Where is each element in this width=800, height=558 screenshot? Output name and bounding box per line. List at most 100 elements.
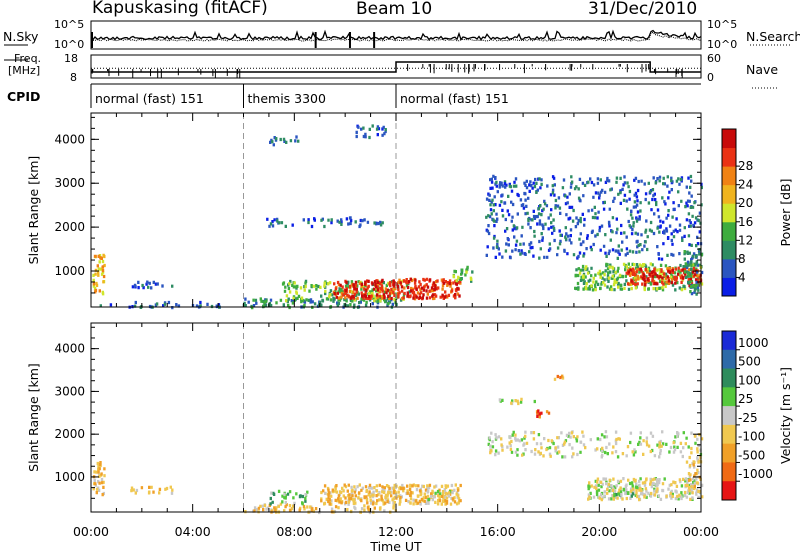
velocity-colorbar-label-2: 100	[738, 373, 761, 387]
power-colorbar-swatch-0	[722, 277, 736, 297]
power-colorbar-title: Power [dB]	[778, 178, 793, 246]
power-scatter-blob-3-level-2	[244, 297, 398, 309]
power-colorbar-swatch-2	[722, 240, 736, 260]
power-scatter-blob-11-level-2	[508, 181, 538, 189]
power-colorbar-swatch-8	[722, 129, 736, 149]
power-colorbar-label-4: 20	[738, 196, 753, 210]
power-colorbar-label-3: 16	[738, 215, 753, 229]
xaxis-title: Time UT	[369, 539, 422, 554]
power-scatter-blob-8-level-0	[356, 124, 384, 137]
velocity-scatter-blob-4-level-4	[426, 489, 454, 499]
velocity-scatter-blob-10-level-2	[615, 491, 635, 498]
power-scatter-blob-7-level-2	[271, 137, 300, 144]
velocity-colorbar-swatch-7	[722, 462, 736, 482]
power-scatter-blob-0-level-4	[92, 254, 106, 296]
velocity-scatter-blob-7-level-5	[489, 430, 704, 458]
power-scatter-blob-11-level-1	[498, 181, 533, 189]
velocity-colorbar-swatch-5	[722, 424, 736, 445]
xtick-label-1: 04:00	[175, 524, 211, 539]
power-scatter-blob-1-level-1	[133, 280, 164, 290]
cpid-segment-label-1: themis 3300	[248, 91, 327, 106]
power-panel: 1000 2000 3000 4000 Slant Range [km] 4 8 12 16 20…	[26, 112, 793, 310]
noise-axis-bottom-left: 10^0	[54, 38, 85, 51]
velocity-ytick-label-3: 4000	[54, 342, 85, 356]
velocity-colorbar-swatch-0	[722, 331, 736, 351]
power-colorbar-label-5: 24	[738, 178, 753, 192]
velocity-ytick-label-2: 3000	[54, 384, 85, 398]
freq-label-line1: Freq.	[14, 52, 42, 65]
power-colorbar-swatch-4	[722, 203, 736, 223]
power-ytick-label-3: 4000	[54, 132, 85, 146]
power-colorbar-label-1: 8	[738, 252, 746, 266]
cpid-segment-label-0: normal (fast) 151	[95, 91, 204, 106]
velocity-ytick-label-1: 2000	[54, 427, 85, 441]
power-scatter-blob-3-level-3	[251, 297, 397, 310]
power-colorbar-swatch-5	[722, 184, 736, 204]
cpid-label: CPID	[7, 89, 41, 104]
power-scatter-blob-6-level-3	[452, 265, 469, 283]
xtick-label-0: 00:00	[73, 524, 109, 539]
nave-axis-bottom: 0	[707, 71, 714, 84]
power-ytick-label-0: 1000	[54, 264, 85, 278]
velocity-scatter-blob-1-level-6	[140, 485, 162, 494]
velocity-scatter-blob-12-level-7	[556, 374, 562, 380]
power-colorbar-label-0: 4	[738, 270, 746, 284]
velocity-scatter-blob-11-level-5	[685, 455, 703, 493]
nsearch-label: N.Search	[746, 29, 800, 44]
nave-axis-top: 60	[707, 52, 721, 65]
nsky-series	[90, 29, 702, 41]
power-scatter-blob-10-level-2	[485, 174, 704, 260]
velocity-colorbar-title: Velocity [m s⁻¹]	[778, 367, 793, 464]
beam-label: Beam 10	[356, 0, 433, 19]
velocity-scatter-blob-4-level-3	[427, 489, 452, 502]
power-scatter-blob-13-level-7	[625, 266, 701, 287]
velocity-colorbar-label-7: -1000	[738, 467, 773, 481]
power-colorbar-frame	[721, 128, 737, 297]
power-scatter-blob-8-level-1	[355, 125, 387, 139]
velocity-scatter-blob-5-level-2	[269, 491, 307, 506]
velocity-scatter-blob-6-level-5	[510, 397, 523, 406]
velocity-scatter-blob-2-level-5	[244, 502, 397, 514]
power-scatter-blob-6-level-4	[452, 270, 473, 283]
xtick-label-6: 00:00	[683, 524, 719, 539]
velocity-colorbar-label-1: 500	[738, 355, 761, 369]
velocity-scatter-blob-8-level-8	[536, 409, 543, 418]
velocity-colorbar-label-6: -500	[738, 448, 765, 462]
power-ytick-label-2: 3000	[54, 176, 85, 190]
velocity-scatter-blob-0-level-6	[92, 461, 106, 497]
velocity-colorbar-swatch-2	[722, 368, 736, 388]
velocity-colorbar-swatch-8	[722, 481, 736, 501]
xtick-label-3: 12:00	[378, 524, 414, 539]
power-colorbar-label-2: 12	[738, 233, 753, 247]
velocity-colorbar-label-5: -100	[738, 430, 765, 444]
noise-axis-top-left: 10^5	[54, 18, 85, 31]
velocity-panel: 1000 2000 3000 4000 Slant Range [km] 1000 500 1…	[26, 322, 793, 554]
velocity-scatter-blob-3-level-5	[320, 483, 461, 506]
power-scatter-blob-5-level-8	[333, 277, 461, 301]
freq-strip-frame	[90, 54, 702, 79]
power-scatter-blob-9-level-2	[269, 218, 384, 229]
power-colorbar-swatch-1	[722, 258, 736, 278]
velocity-colorbar-label-3: 25	[738, 392, 753, 406]
power-scatter-blob-0-level-5	[94, 253, 106, 287]
noise-axis-top-right: 10^5	[707, 18, 738, 31]
velocity-scatter-blob-8-level-6	[535, 410, 549, 419]
velocity-scatter-blob-11-level-6	[688, 463, 701, 488]
xtick-label-4: 16:00	[480, 524, 516, 539]
velocity-ytick-label-0: 1000	[54, 470, 85, 484]
power-ylabel: Slant Range [km]	[26, 156, 41, 265]
power-scatter-blob-1-level-2	[141, 283, 174, 289]
velocity-scatter-blob-9-level-5	[587, 477, 704, 502]
nave-label: Nave	[746, 62, 779, 77]
nsearch-series	[91, 31, 702, 42]
cpid-segment-label-2: normal (fast) 151	[400, 91, 509, 106]
nave-series	[91, 61, 701, 73]
velocity-scatter-blob-3-level-4	[324, 483, 460, 506]
velocity-scatter-blob-3-level-6	[320, 483, 462, 506]
velocity-ylabel: Slant Range [km]	[26, 363, 41, 472]
velocity-colorbar-swatch-4	[722, 406, 736, 426]
velocity-scatter-blob-6-level-3	[499, 398, 536, 404]
velocity-colorbar-label-4: -25	[738, 411, 758, 425]
freq-label-line2: [MHz]	[8, 64, 41, 77]
